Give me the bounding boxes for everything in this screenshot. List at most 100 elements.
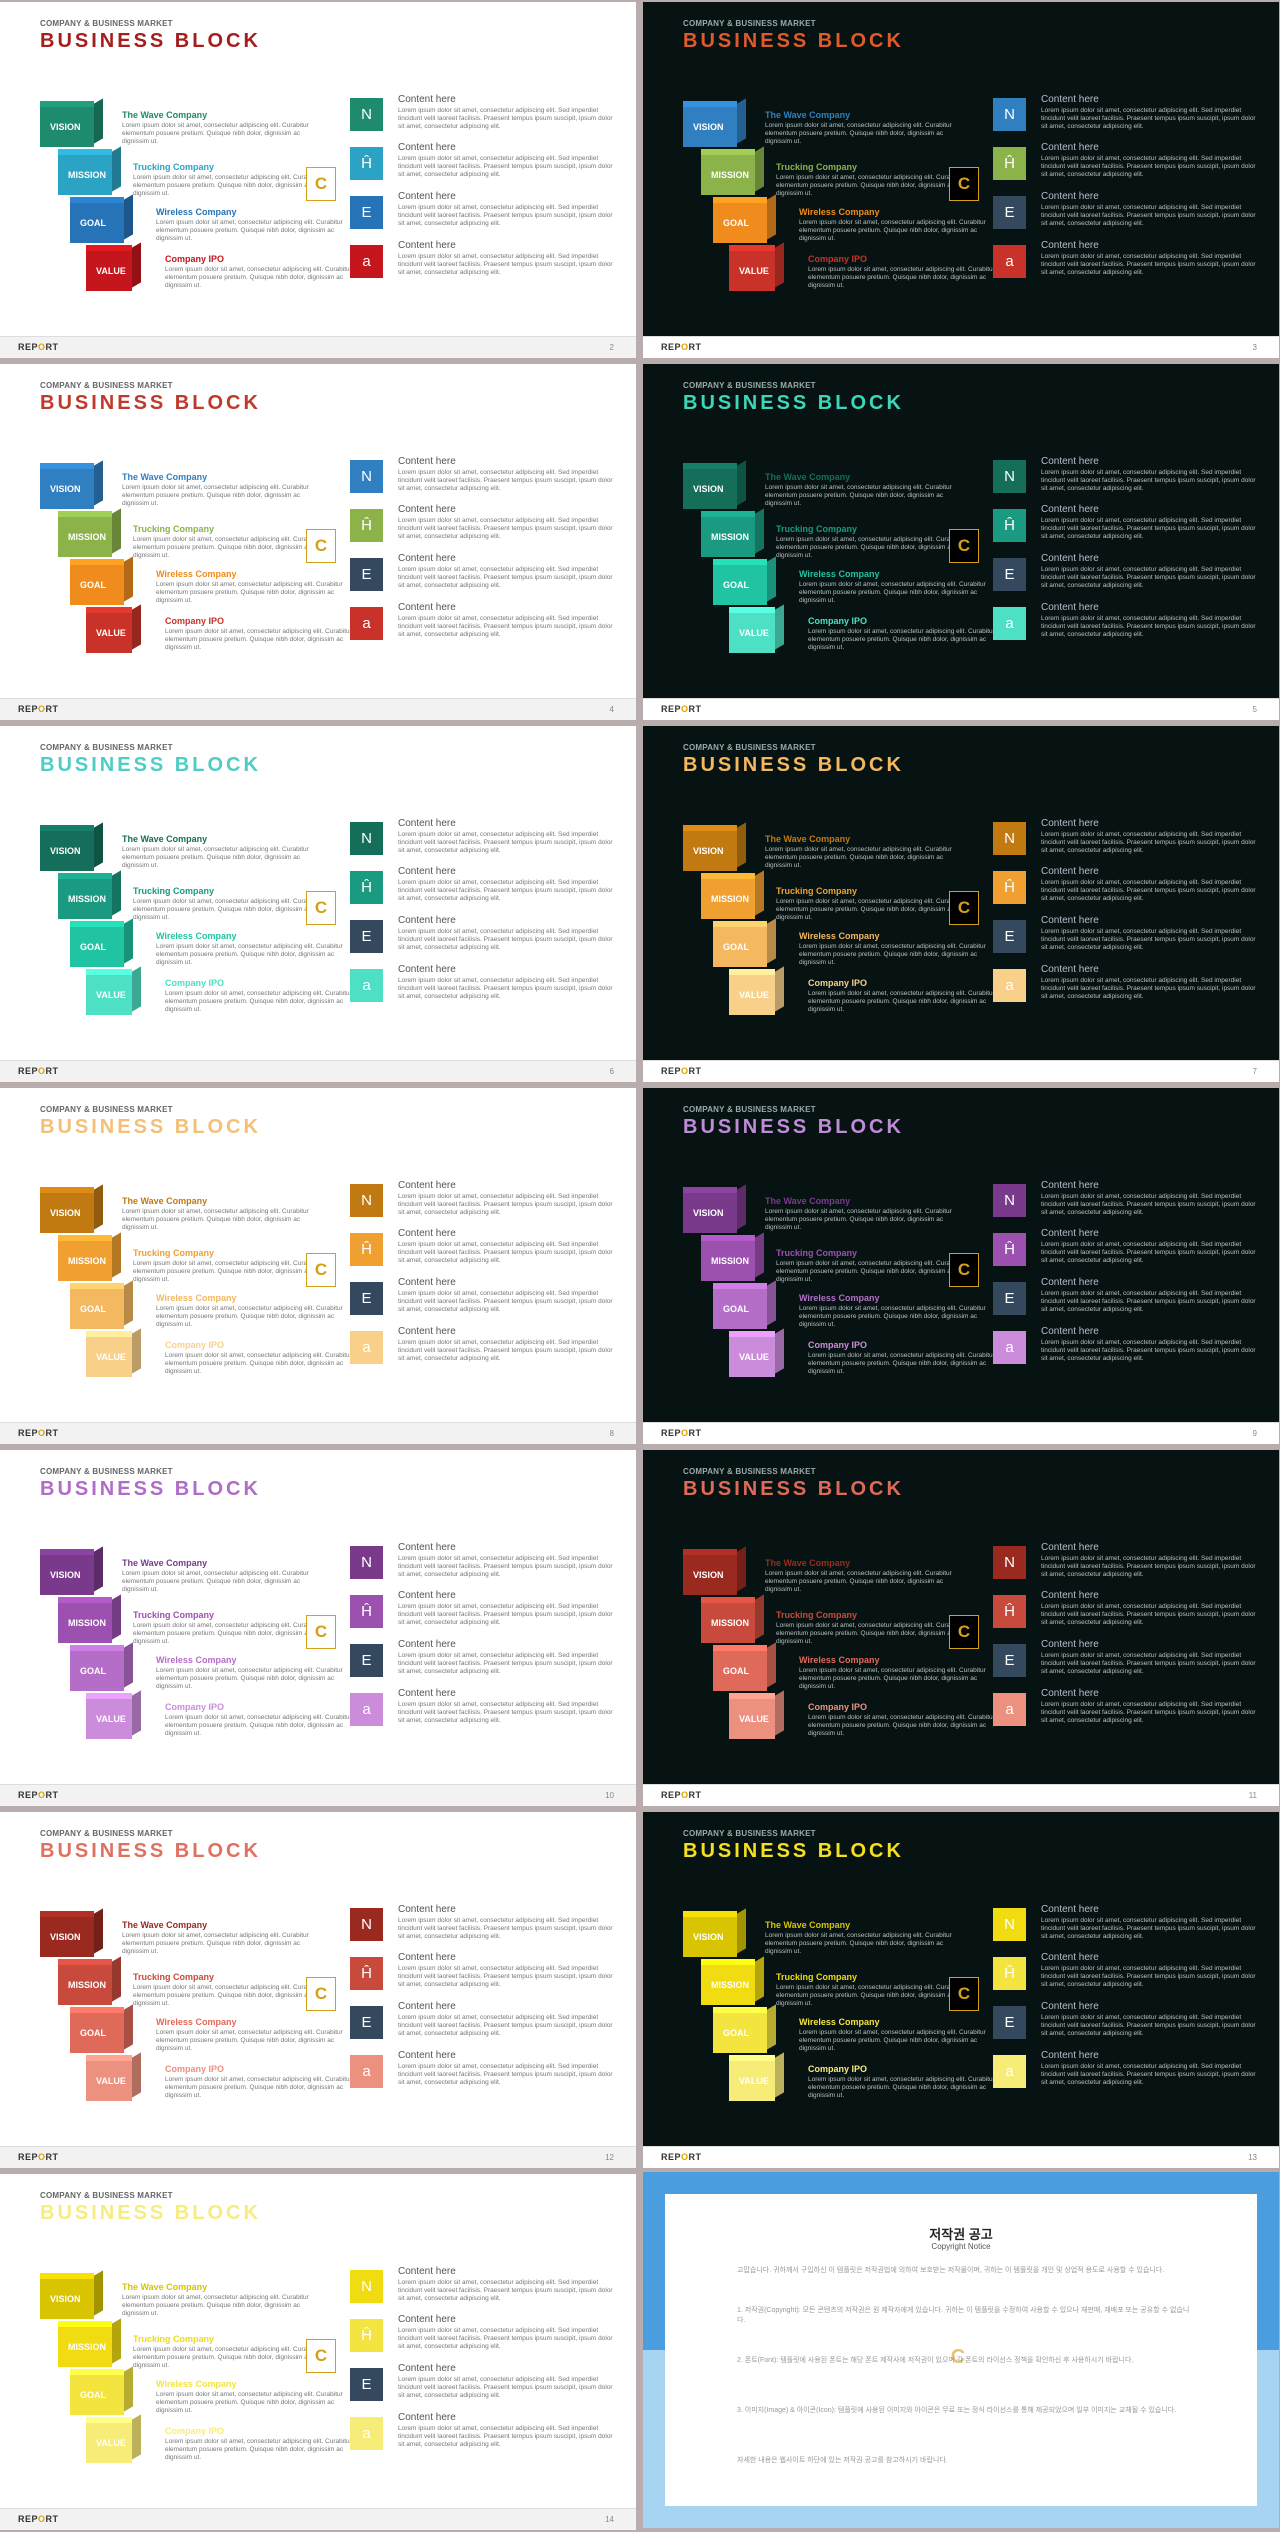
slide-supertitle: COMPANY & BUSINESS MARKET bbox=[683, 1829, 816, 1838]
notice-card: 저작권 공고 Copyright Notice 고맙습니다. 귀하께서 구입하신… bbox=[665, 2194, 1257, 2506]
slide[interactable]: COMPANY & BUSINESS MARKET BUSINESS BLOCK V… bbox=[643, 1812, 1279, 2168]
slide[interactable]: COMPANY & BUSINESS MARKET BUSINESS BLOCK V… bbox=[643, 2, 1279, 358]
a-icon: a bbox=[350, 1331, 383, 1364]
content-item: Content here Lorem ipsum dolor sit amet, … bbox=[398, 1952, 618, 1989]
report-accent: O bbox=[38, 342, 46, 352]
block-goal: GOAL bbox=[713, 194, 776, 243]
block-label: VISION bbox=[683, 1917, 737, 1957]
block-label: VALUE bbox=[729, 1337, 775, 1377]
company-name: Wireless Company bbox=[799, 207, 880, 217]
company-description: Lorem ipsum dolor sit amet, consectetur … bbox=[765, 484, 952, 507]
slide[interactable]: COMPANY & BUSINESS MARKET BUSINESS BLOCK V… bbox=[0, 1450, 636, 1806]
company-description: Lorem ipsum dolor sit amet, consectetur … bbox=[799, 1667, 986, 1690]
content-title: Content here bbox=[1041, 1904, 1099, 1915]
block-value: VALUE bbox=[86, 1690, 141, 1739]
block-top bbox=[729, 1693, 775, 1699]
notice-subtitle: Copyright Notice bbox=[931, 2242, 991, 2251]
slide[interactable]: COMPANY & BUSINESS MARKET BUSINESS BLOCK V… bbox=[0, 2, 636, 358]
n-icon: N bbox=[350, 822, 383, 855]
block-side bbox=[112, 870, 121, 916]
slide[interactable]: COMPANY & BUSINESS MARKET BUSINESS BLOCK V… bbox=[0, 364, 636, 720]
block-label: GOAL bbox=[713, 203, 767, 243]
page-number: 5 bbox=[1252, 705, 1257, 714]
block-label: VISION bbox=[40, 469, 94, 509]
company-description: Lorem ipsum dolor sit amet, consectetur … bbox=[808, 628, 995, 651]
a-icon: a bbox=[993, 969, 1026, 1002]
slide-supertitle: COMPANY & BUSINESS MARKET bbox=[40, 381, 173, 390]
report-text: REP bbox=[18, 342, 39, 352]
company-text: The Wave Company Lorem ipsum dolor sit am… bbox=[765, 834, 953, 870]
n-icon: N bbox=[993, 1908, 1026, 1941]
slide-supertitle: COMPANY & BUSINESS MARKET bbox=[683, 381, 816, 390]
block-side bbox=[775, 1328, 784, 1374]
report-label: REPORT bbox=[661, 1790, 702, 1800]
report-text: RT bbox=[688, 2152, 702, 2162]
block-value: VALUE bbox=[86, 2414, 141, 2463]
report-text: RT bbox=[45, 2152, 59, 2162]
block-vision: VISION bbox=[40, 460, 103, 509]
company-text: Trucking Company Lorem ipsum dolor sit am… bbox=[776, 1972, 964, 2008]
block-label: GOAL bbox=[713, 1651, 767, 1691]
report-text: RT bbox=[45, 1428, 59, 1438]
block-side bbox=[755, 1232, 764, 1278]
slide[interactable]: COMPANY & BUSINESS MARKET BUSINESS BLOCK V… bbox=[0, 2174, 636, 2530]
content-body: Lorem ipsum dolor sit amet, consectetur … bbox=[398, 1193, 613, 1216]
company-text: Company IPO Lorem ipsum dolor sit amet, c… bbox=[808, 616, 996, 652]
company-name: Wireless Company bbox=[156, 1293, 237, 1303]
block-top bbox=[729, 969, 775, 975]
content-title: Content here bbox=[398, 1952, 456, 1963]
company-description: Lorem ipsum dolor sit amet, consectetur … bbox=[776, 1984, 963, 2007]
content-item: Content here Lorem ipsum dolor sit amet, … bbox=[398, 602, 618, 639]
block-top bbox=[70, 1645, 124, 1651]
block-side bbox=[94, 822, 103, 868]
content-title: Content here bbox=[1041, 94, 1099, 105]
report-text: REP bbox=[661, 2152, 682, 2162]
block-label: VALUE bbox=[729, 2061, 775, 2101]
content-title: Content here bbox=[1041, 866, 1099, 877]
slide[interactable]: COMPANY & BUSINESS MARKET BUSINESS BLOCK V… bbox=[0, 726, 636, 1082]
report-text: RT bbox=[688, 1066, 702, 1076]
slide[interactable]: COMPANY & BUSINESS MARKET BUSINESS BLOCK V… bbox=[643, 726, 1279, 1082]
slide[interactable]: COMPANY & BUSINESS MARKET BUSINESS BLOCK V… bbox=[643, 1450, 1279, 1806]
block-side bbox=[112, 2318, 121, 2364]
company-name: The Wave Company bbox=[122, 1920, 208, 1930]
e-icon: E bbox=[350, 2006, 383, 2039]
content-body: Lorem ipsum dolor sit amet, consectetur … bbox=[1041, 2014, 1256, 2037]
brand-logo: C bbox=[949, 1253, 979, 1287]
slide[interactable]: COMPANY & BUSINESS MARKET BUSINESS BLOCK V… bbox=[643, 1088, 1279, 1444]
h-icon: Ĥ bbox=[993, 147, 1026, 180]
brand-logo: C bbox=[949, 167, 979, 201]
company-text: Wireless Company Lorem ipsum dolor sit am… bbox=[799, 1655, 987, 1691]
content-title: Content here bbox=[1041, 142, 1099, 153]
block-value: VALUE bbox=[86, 604, 141, 653]
content-item: Content here Lorem ipsum dolor sit amet, … bbox=[398, 1590, 618, 1627]
block-label: VALUE bbox=[729, 1699, 775, 1739]
report-text: REP bbox=[18, 2514, 39, 2524]
h-icon: Ĥ bbox=[350, 2319, 383, 2352]
slide[interactable]: COMPANY & BUSINESS MARKET BUSINESS BLOCK V… bbox=[0, 1812, 636, 2168]
block-label: VISION bbox=[683, 469, 737, 509]
slide-footer: REPORT 7 bbox=[643, 1060, 1279, 1082]
slide[interactable]: COMPANY & BUSINESS MARKET BUSINESS BLOCK V… bbox=[643, 364, 1279, 720]
content-item: Content here Lorem ipsum dolor sit amet, … bbox=[398, 2266, 618, 2303]
h-icon: Ĥ bbox=[993, 1233, 1026, 1266]
h-icon: Ĥ bbox=[350, 509, 383, 542]
block-vision: VISION bbox=[683, 1546, 746, 1595]
company-description: Lorem ipsum dolor sit amet, consectetur … bbox=[765, 1208, 952, 1231]
company-text: Trucking Company Lorem ipsum dolor sit am… bbox=[133, 1972, 321, 2008]
company-name: Company IPO bbox=[165, 1702, 225, 1712]
slide-supertitle: COMPANY & BUSINESS MARKET bbox=[40, 1467, 173, 1476]
block-vision: VISION bbox=[40, 1908, 103, 1957]
block-label: GOAL bbox=[70, 565, 124, 605]
report-text: RT bbox=[688, 1428, 702, 1438]
content-title: Content here bbox=[398, 2363, 456, 2374]
company-name: Wireless Company bbox=[156, 569, 237, 579]
report-text: RT bbox=[45, 1790, 59, 1800]
content-title: Content here bbox=[1041, 602, 1099, 613]
company-description: Lorem ipsum dolor sit amet, consectetur … bbox=[156, 219, 343, 242]
page-number: 10 bbox=[605, 1791, 614, 1800]
content-body: Lorem ipsum dolor sit amet, consectetur … bbox=[398, 879, 613, 902]
slide[interactable]: COMPANY & BUSINESS MARKET BUSINESS BLOCK V… bbox=[0, 1088, 636, 1444]
block-mission: MISSION bbox=[701, 1594, 764, 1643]
company-text: Trucking Company Lorem ipsum dolor sit am… bbox=[776, 162, 964, 198]
